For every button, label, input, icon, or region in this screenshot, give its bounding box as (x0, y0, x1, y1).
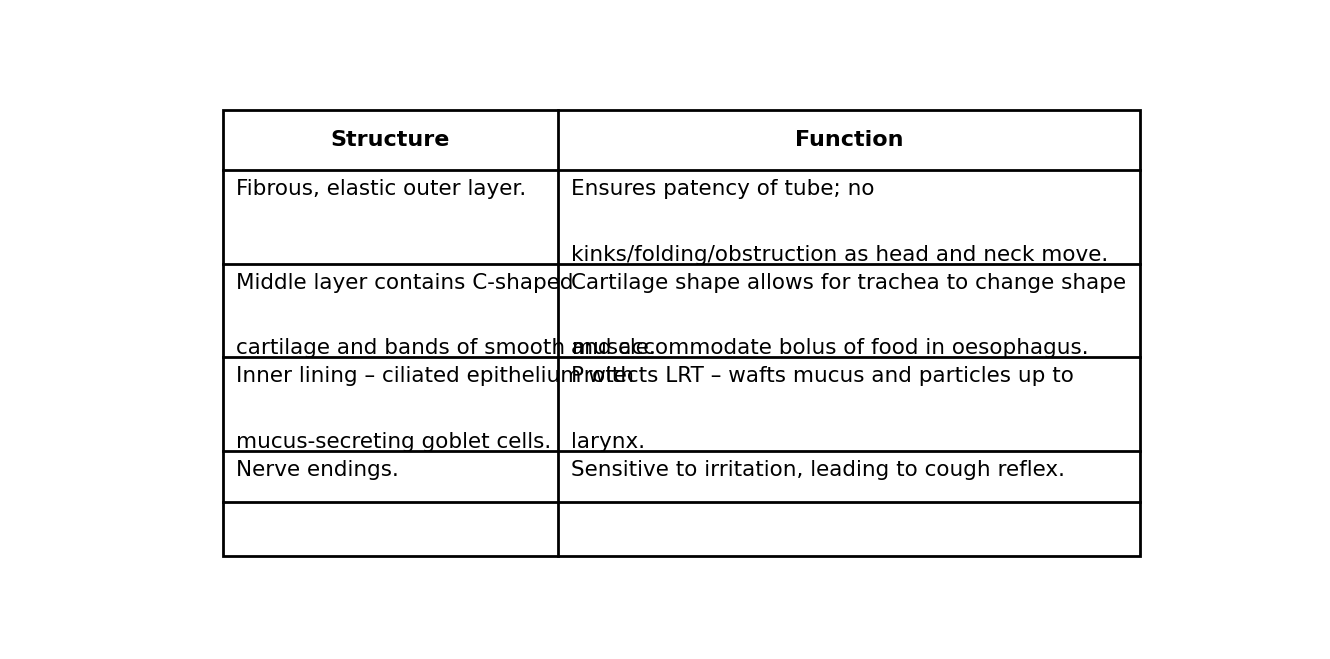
Text: Fibrous, elastic outer layer.: Fibrous, elastic outer layer. (237, 179, 527, 199)
Text: Protects LRT – wafts mucus and particles up to

larynx.: Protects LRT – wafts mucus and particles… (571, 366, 1075, 452)
Text: Structure: Structure (331, 130, 450, 150)
Text: Nerve endings.: Nerve endings. (237, 460, 399, 480)
Text: Middle layer contains C-shaped

cartilage and bands of smooth muscle.: Middle layer contains C-shaped cartilage… (237, 273, 656, 358)
Text: Function: Function (795, 130, 903, 150)
Bar (223, 109, 1140, 556)
Text: Inner lining – ciliated epithelium with

mucus-secreting goblet cells.: Inner lining – ciliated epithelium with … (237, 366, 634, 452)
Text: Ensures patency of tube; no

kinks/folding/obstruction as head and neck move.: Ensures patency of tube; no kinks/foldin… (571, 179, 1108, 264)
Text: Sensitive to irritation, leading to cough reflex.: Sensitive to irritation, leading to coug… (571, 460, 1065, 480)
Text: Cartilage shape allows for trachea to change shape

and accommodate bolus of foo: Cartilage shape allows for trachea to ch… (571, 273, 1127, 358)
